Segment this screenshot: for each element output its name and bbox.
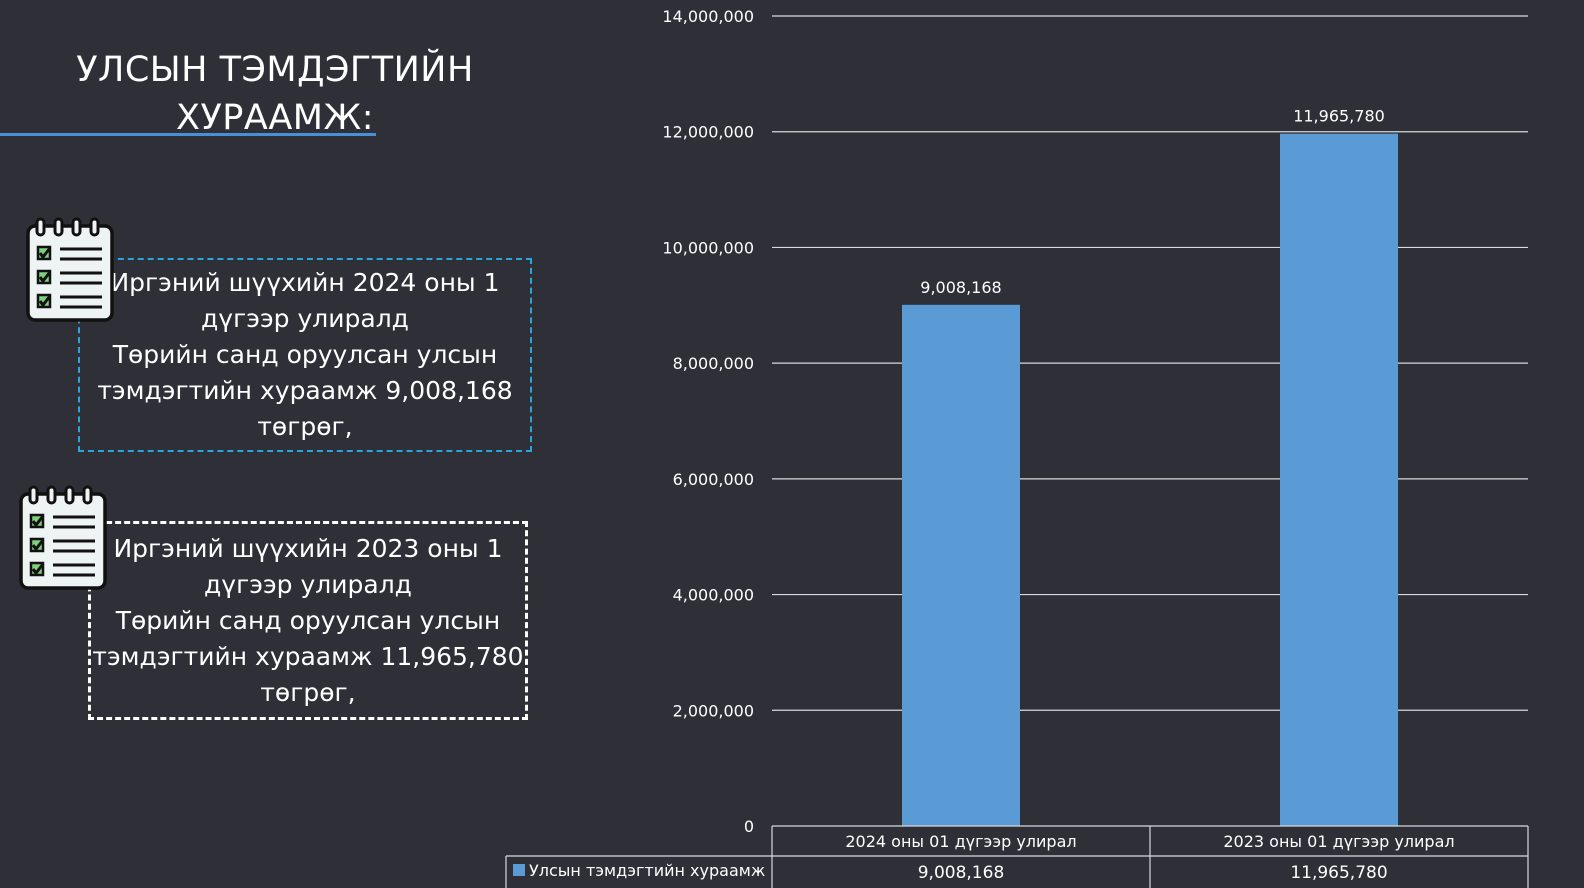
table-value: 9,008,168 [918,863,1005,883]
y-tick-label: 6,000,000 [673,470,754,489]
data-label: 9,008,168 [920,278,1001,297]
title-underline [0,133,376,136]
y-tick-label: 14,000,000 [662,7,754,26]
y-tick-label: 4,000,000 [673,586,754,605]
info-box-2024-text: Иргэний шүүхийн 2024 оны 1 дүгээр улирал… [97,268,513,441]
bar [902,304,1020,827]
y-tick-label: 10,000,000 [662,238,754,257]
page-title: УЛСЫН ТЭМДЭГТИЙН ХУРААМЖ: [76,50,474,138]
table-value: 11,965,780 [1290,863,1387,883]
notepad-checklist-icon [19,485,107,590]
y-tick-label: 12,000,000 [662,123,754,142]
info-box-2023: Иргэний шүүхийн 2023 оны 1 дүгээр улирал… [88,521,528,720]
data-label: 11,965,780 [1293,107,1385,126]
legend-swatch [513,864,525,876]
x-category-label: 2024 оны 01 дүгээр улирал [845,832,1076,851]
bar [1280,133,1398,826]
x-category-label: 2023 оны 01 дүгээр улирал [1223,832,1454,851]
notepad-checklist-icon [26,217,114,322]
y-tick-label: 8,000,000 [673,354,754,373]
y-tick-label: 0 [744,817,754,836]
info-box-2023-text: Иргэний шүүхийн 2023 оны 1 дүгээр улирал… [92,533,524,707]
info-box-2024: Иргэний шүүхийн 2024 оны 1 дүгээр улирал… [78,258,532,452]
y-tick-label: 2,000,000 [673,701,754,720]
legend-series-name: Улсын тэмдэгтийн хураамж [529,861,765,880]
